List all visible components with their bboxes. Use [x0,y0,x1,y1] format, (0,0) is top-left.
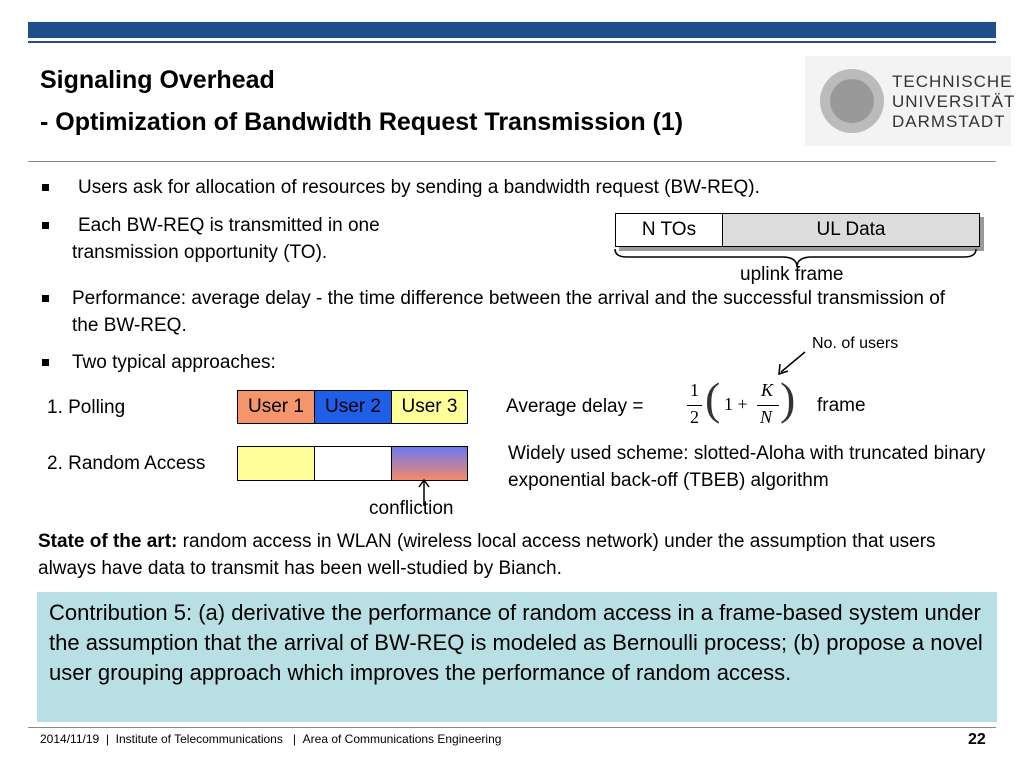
frame-brace [614,248,977,268]
title: Signaling Overhead [40,66,275,94]
approach-label: 1. Polling [47,397,126,418]
formula-suffix: frame [817,395,866,416]
logo-line: DARMSTADT [892,112,1006,131]
footer-sep: | [292,732,296,746]
state-of-art: State of the art: random access in WLAN … [38,528,938,582]
bullet: Performance: average delay - the time di… [42,285,972,339]
logo: TECHNISCHE UNIVERSITÄT DARMSTADT [805,56,1014,146]
bullet: Each BW-REQ is transmitted in one transm… [42,212,452,266]
slot: User 1 [237,390,315,424]
fraction-bar [757,405,779,406]
formula-note: No. of users [812,335,899,352]
frame-label: uplink frame [740,264,844,285]
formula-k: K [761,380,774,400]
slot: User 3 [391,390,468,424]
formula-prefix: Average delay = [506,396,644,417]
frame-tos: N TOs [615,213,723,247]
logo-line: TECHNISCHE [892,72,1013,91]
state-lead: State of the art: [38,531,178,552]
slot [391,446,468,481]
random-note: Widely used scheme: slotted-Aloha with t… [508,443,986,491]
logo-line: UNIVERSITÄT [892,92,1016,111]
conflict-arrow [418,478,430,506]
top-bar [28,22,996,38]
footer-institute: Institute of Telecommunications [115,732,283,746]
frame-data: UL Data [722,213,980,247]
top-line [28,41,996,43]
state-text: random access in WLAN (wireless local ac… [38,531,936,579]
slot [314,446,392,481]
subtitle: - Optimization of Bandwidth Request Tran… [40,108,684,136]
approach-label: 2. Random Access [47,453,206,474]
formula-one-plus: 1 + [724,394,748,414]
conflict-label: confliction [369,498,454,519]
bullet: Users ask for allocation of resources by… [42,174,972,201]
formula-num: 1 [690,380,699,400]
footer-date: 2014/11/19 [40,732,100,746]
footer-area: Area of Communications Engineering [302,732,502,746]
footer-rule [28,727,996,728]
bullet: Two typical approaches: [42,349,572,376]
slot [237,446,315,481]
footer-sep: | [105,732,109,746]
footer: 2014/11/19 | Institute of Telecommunicat… [40,732,501,746]
paren: ) [780,373,796,424]
paren: ( [705,373,721,424]
formula-den: 2 [690,407,699,427]
logo-emblem [820,69,884,133]
contribution-box: Contribution 5: (a) derivative the perfo… [37,592,997,722]
page-number: 22 [968,731,986,748]
fraction-bar [687,405,702,406]
header-rule [28,161,996,162]
note-arrow [778,351,806,376]
slot: User 2 [314,390,392,424]
formula-n: N [760,407,773,427]
